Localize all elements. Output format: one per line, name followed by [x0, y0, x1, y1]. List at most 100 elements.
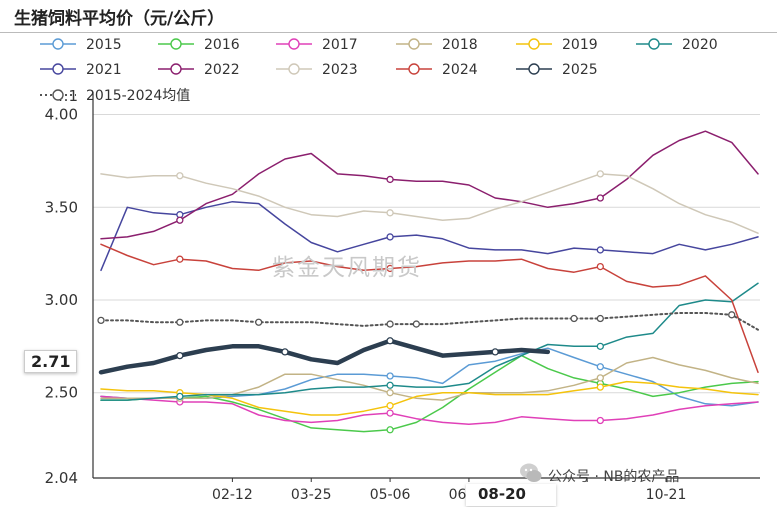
series-line-2021 [100, 200, 759, 272]
source-attribution: 公众号 · NB的农产品 [548, 469, 680, 485]
data-point-2023-11 [386, 209, 394, 217]
legend-marker-2020 [648, 38, 660, 50]
legend-label-2015-2024均值: 2015-2024均值 [86, 88, 190, 104]
data-point-2025-11 [386, 337, 394, 345]
data-point-2019-11 [386, 402, 394, 410]
legend: 2015 2016 2017 2018 2019 2020 2021 2022 2023 2024… [40, 37, 718, 104]
data-point-2021-11 [386, 233, 394, 241]
legend-marker-2022 [170, 63, 182, 75]
legend-item-2017: 2017 [276, 37, 358, 53]
data-point-2015-2024均值-12 [412, 320, 421, 328]
legend-marker-2015-2024均值 [52, 89, 64, 101]
x-tick-label-10-21: 10-21 [646, 487, 687, 503]
data-point-2020-11 [386, 381, 394, 389]
series-line-2024 [100, 243, 759, 374]
series-lines [97, 130, 759, 434]
legend-item-2018: 2018 [396, 37, 478, 53]
data-point-2015-2024均值-3 [176, 318, 184, 326]
legend-item-2023: 2023 [276, 62, 358, 78]
series-line-2017 [100, 395, 759, 425]
series-line-2018 [100, 356, 759, 401]
legend-label-2025: 2025 [562, 62, 598, 78]
data-point-2022-3 [176, 216, 184, 224]
legend-item-2020: 2020 [636, 37, 718, 53]
data-point-2015-2024均值-6 [255, 318, 263, 326]
x-highlight-box [466, 484, 556, 506]
x-tick-label-05-06: 05-06 [370, 487, 411, 503]
legend-marker-2021 [52, 63, 64, 75]
data-point-2021-19 [596, 246, 604, 254]
legend-marker-2017 [288, 38, 300, 50]
legend-item-2024: 2024 [396, 62, 478, 78]
watermark-text: 紫金天风期货 [272, 255, 422, 281]
data-point-2015-2024均值-24 [728, 311, 736, 319]
legend-marker-2024 [408, 63, 420, 75]
data-point-2015-2024均值-18 [570, 314, 578, 323]
legend-label-2015: 2015 [86, 37, 122, 53]
legend-label-2023: 2023 [322, 62, 358, 78]
y-tick-label-4.00: 4.00 [45, 106, 78, 124]
chart-title: 生猪饲料平均价（元/公斤） [14, 9, 225, 29]
data-point-2024-19 [596, 262, 604, 271]
y-tick-label-2.04: 2.04 [45, 469, 78, 487]
series-line-2023 [100, 173, 759, 234]
x-highlight-label: 08-20 [478, 485, 526, 503]
data-point-2015-19 [596, 363, 604, 371]
series-line-2025 [98, 338, 551, 375]
legend-item-2021: 2021 [40, 62, 122, 78]
data-point-2015-2024均值-19 [596, 314, 604, 323]
legend-label-2021: 2021 [86, 62, 122, 78]
legend-label-2016: 2016 [204, 37, 240, 53]
legend-label-2017: 2017 [322, 37, 358, 53]
legend-marker-2015 [52, 38, 64, 50]
legend-marker-2018 [408, 38, 420, 50]
y-tick-label-2.50: 2.50 [45, 384, 78, 402]
y-tick-label-3.00: 3.00 [45, 291, 78, 309]
y-tick-labels: 2.042.503.003.504.004.1 [45, 87, 78, 487]
data-point-2015-2024均值-11 [386, 320, 394, 328]
data-point-2018-11 [386, 389, 394, 397]
axes [92, 92, 760, 482]
data-point-2016-11 [386, 426, 394, 434]
data-point-2022-11 [386, 175, 394, 184]
data-point-2020-3 [176, 392, 184, 401]
series-line-2015-2024均值 [100, 312, 759, 331]
data-point-2019-19 [596, 383, 604, 391]
data-point-2017-11 [386, 409, 394, 417]
legend-item-2015-2024均值: 2015-2024均值 [40, 88, 190, 104]
title-divider [0, 32, 777, 33]
data-point-2025-15 [491, 348, 499, 356]
legend-item-2025: 2025 [516, 62, 598, 78]
legend-label-2022: 2022 [204, 62, 240, 78]
data-point-2015-2024均值-0 [97, 316, 105, 325]
legend-marker-2025 [528, 63, 540, 75]
legend-label-2024: 2024 [442, 62, 478, 78]
y-tick-label-3.50: 3.50 [45, 198, 78, 216]
data-point-2025-3 [176, 351, 184, 360]
legend-item-2015: 2015 [40, 37, 122, 53]
legend-marker-2016 [170, 38, 182, 50]
x-tick-label-02-12: 02-12 [212, 487, 253, 503]
legend-marker-2023 [288, 63, 300, 75]
y-value-readout: 2.71 [24, 350, 78, 373]
x-tick-label-03-25: 03-25 [291, 487, 332, 503]
data-point-2022-19 [596, 194, 604, 202]
legend-item-2019: 2019 [516, 37, 598, 53]
series-line-2020 [100, 282, 759, 401]
data-point-2024-11 [386, 264, 394, 273]
data-point-2020-19 [596, 342, 604, 350]
data-point-2023-19 [596, 170, 604, 178]
data-point-2015-11 [386, 372, 394, 380]
legend-label-2018: 2018 [442, 37, 478, 53]
legend-label-2020: 2020 [682, 37, 718, 53]
series-line-2022 [100, 130, 759, 240]
data-point-2018-19 [596, 374, 604, 382]
data-point-2017-19 [596, 416, 604, 425]
legend-item-2022: 2022 [158, 62, 240, 78]
wechat-icon [520, 463, 542, 482]
legend-label-2019: 2019 [562, 37, 598, 53]
data-point-2023-3 [176, 172, 184, 180]
data-point-2024-3 [176, 255, 184, 263]
